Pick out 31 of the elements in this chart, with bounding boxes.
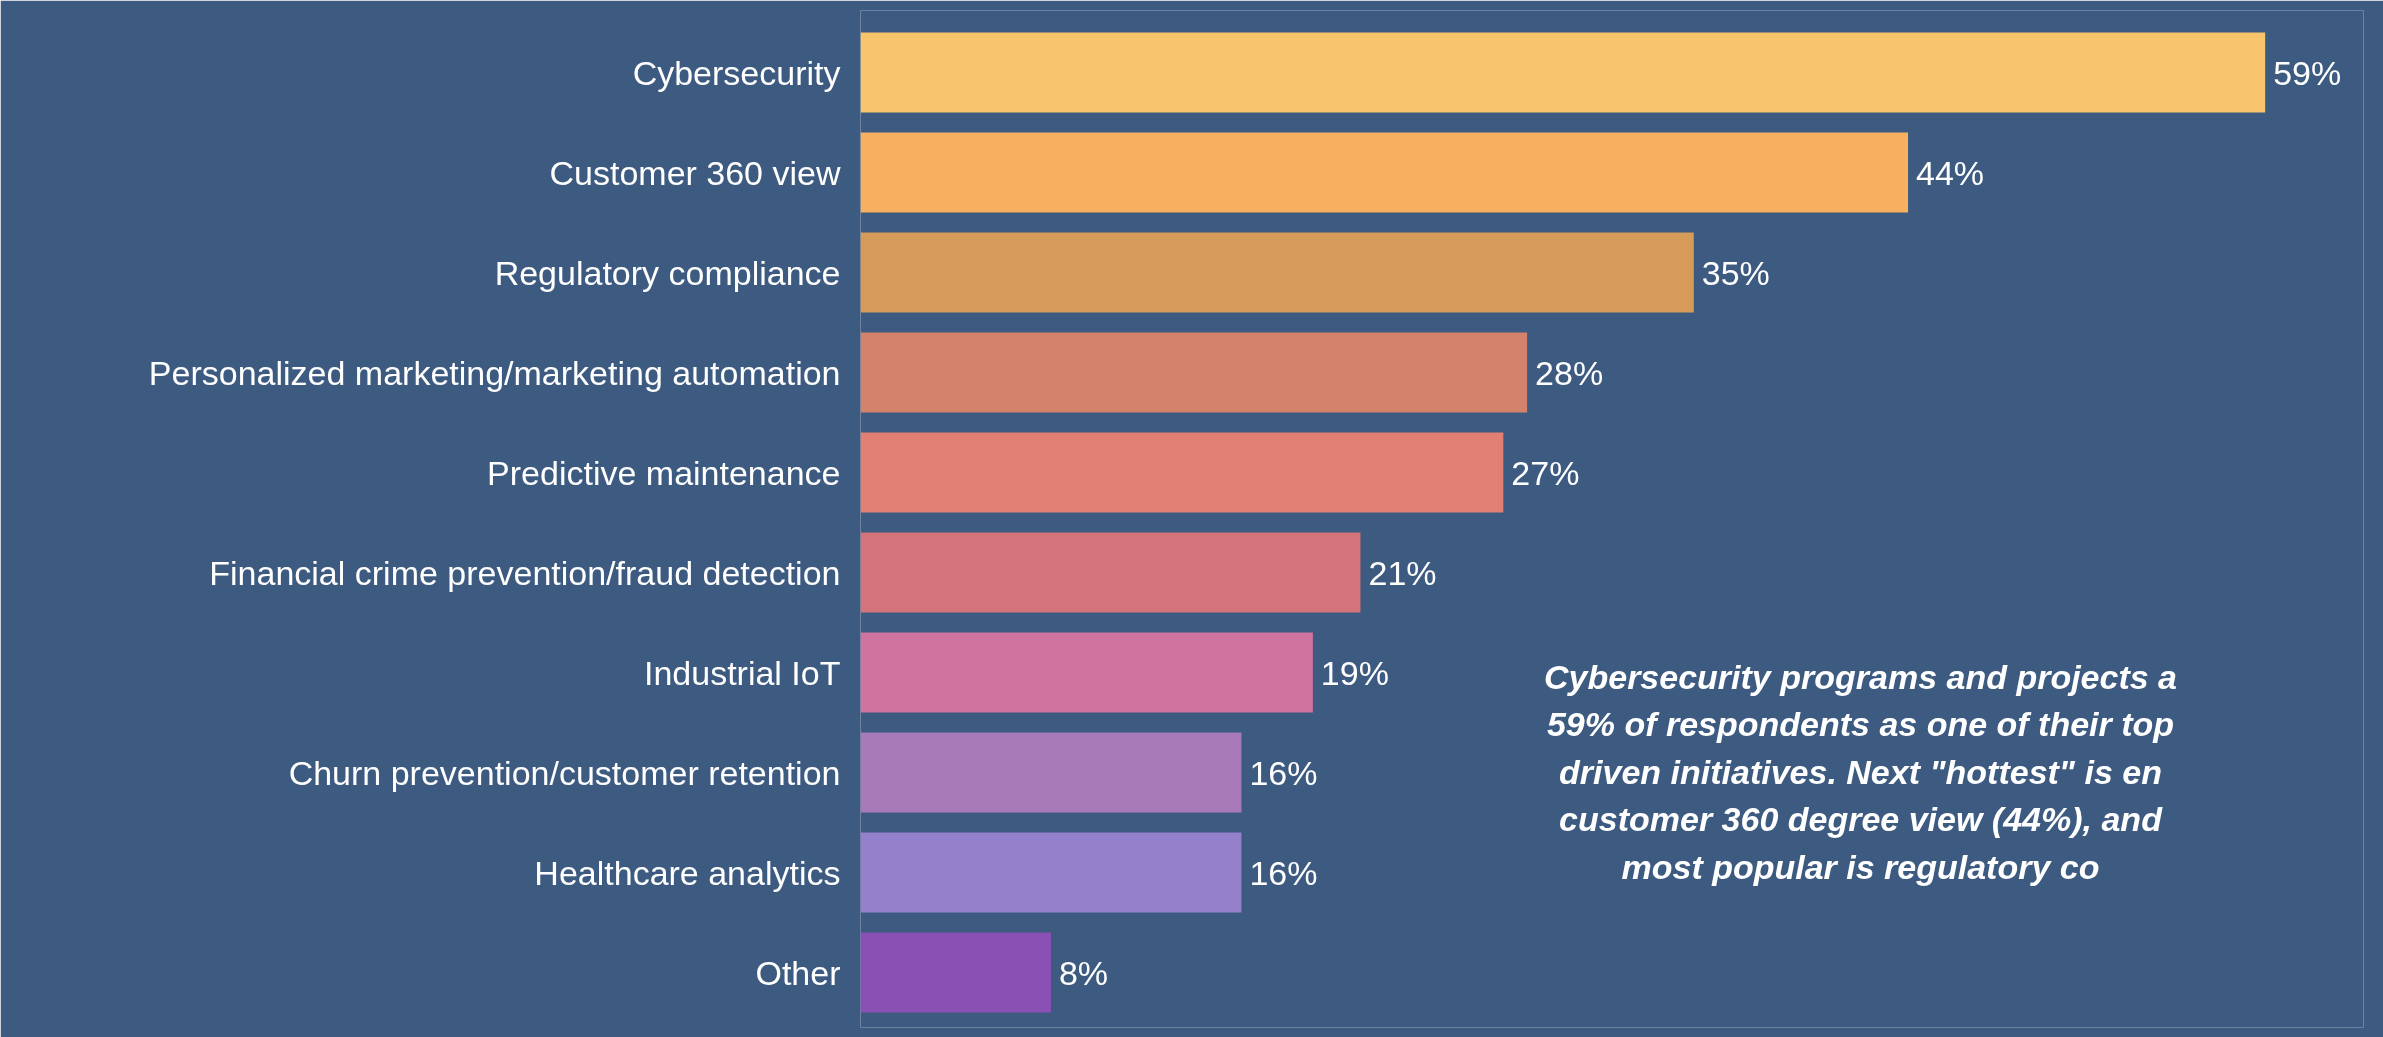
data-label: 8%	[1058, 953, 1109, 992]
bar	[860, 432, 1504, 513]
bar	[860, 332, 1528, 413]
y-tick-label: Cybersecurity	[632, 53, 841, 92]
y-tick-label: Industrial IoT	[643, 653, 841, 692]
data-label: 44%	[1916, 153, 1985, 192]
y-tick-label: Customer 360 view	[549, 153, 841, 192]
bar	[860, 32, 2266, 113]
y-tick-label: Other	[755, 953, 841, 992]
bar	[860, 732, 1242, 813]
annotation: Cybersecurity programs and projects a 59% of respondents as one of their top driven initiatives. Next "hottest" is en customer 360 degree view (44%), and most popular is regulatory co	[1544, 657, 2178, 886]
data-label: 59%	[2273, 53, 2342, 92]
y-tick-label: Healthcare analytics	[534, 853, 841, 892]
data-label: 21%	[1368, 553, 1437, 592]
y-tick-label: Financial crime prevention/fraud detection	[209, 553, 841, 592]
data-label: 27%	[1511, 453, 1580, 492]
data-label: 16%	[1249, 853, 1318, 892]
y-tick-label: Regulatory compliance	[494, 253, 841, 292]
bar	[860, 632, 1313, 713]
bar	[860, 132, 1909, 213]
data-label: 19%	[1320, 653, 1389, 692]
bar	[860, 932, 1051, 1013]
bar	[860, 532, 1361, 613]
data-label: 16%	[1249, 753, 1318, 792]
bar	[860, 832, 1242, 913]
y-tick-label: Personalized marketing/marketing automation	[148, 353, 841, 392]
y-tick-label: Predictive maintenance	[487, 453, 841, 492]
bar	[860, 232, 1694, 313]
y-tick-label: Churn prevention/customer retention	[288, 753, 841, 792]
data-label: 28%	[1535, 353, 1604, 392]
data-label: 35%	[1701, 253, 1770, 292]
